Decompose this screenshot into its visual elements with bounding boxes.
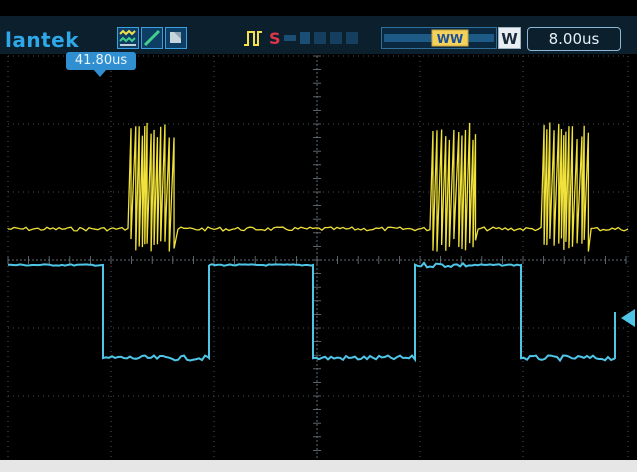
trigger-position-arrow — [93, 69, 107, 77]
pulse-icon — [242, 27, 266, 49]
trigger-mode-icon[interactable] — [165, 27, 187, 49]
memory-window-label: WW — [437, 32, 463, 46]
svg-text:S: S — [269, 29, 281, 48]
trigger-position-flag[interactable]: 41.80us — [66, 52, 136, 70]
edge-slope-icon[interactable] — [141, 27, 163, 49]
channel-2-waveform — [7, 261, 616, 363]
window-zoom-label: W — [501, 30, 518, 48]
channel-1-waveform — [7, 122, 629, 252]
waveform-acquire-icon[interactable] — [117, 27, 139, 49]
channel-2-level-marker[interactable] — [621, 309, 635, 327]
timebase-readout[interactable]: 8.00us — [527, 27, 621, 51]
status-icon: S — [266, 27, 366, 49]
window-zoom-button[interactable]: W — [498, 27, 521, 49]
bottom-bezel — [0, 460, 637, 472]
brand-logo: lantek — [5, 28, 80, 52]
memory-position-bar[interactable]: WW — [381, 27, 497, 49]
